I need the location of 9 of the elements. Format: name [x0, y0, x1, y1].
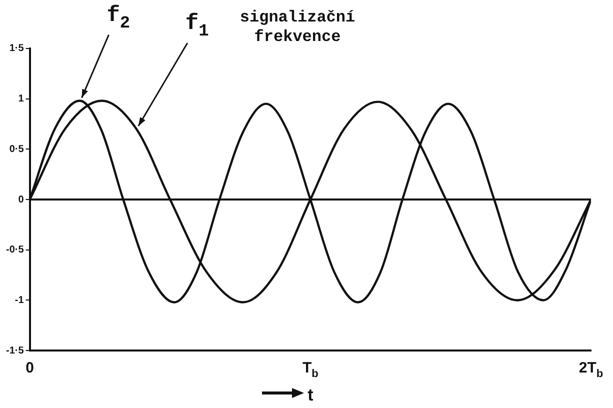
y-tick-label: 1 [18, 94, 24, 105]
y-tick-label: -0·5 [6, 244, 24, 256]
y-tick-label: 0 [18, 194, 24, 206]
y-tick-label: 1·5 [9, 43, 24, 54]
y-tick-label: -1·5 [6, 345, 24, 356]
x-axis-title: t [308, 385, 314, 404]
y-tick-label: -1 [14, 294, 24, 306]
chart-title: signalizační frekvence [240, 8, 356, 46]
y-tick-label: 0·5 [9, 144, 24, 155]
